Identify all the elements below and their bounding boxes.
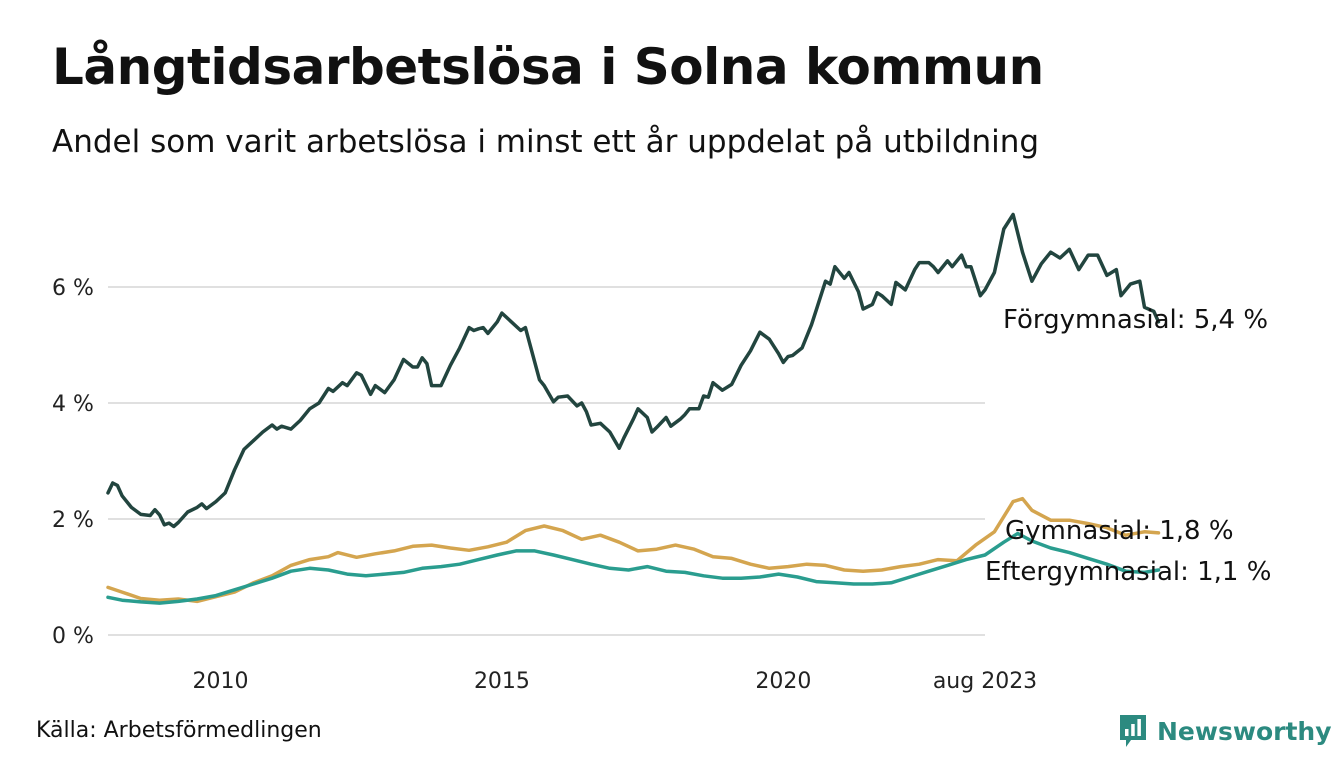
series-line-gymnasial (106, 496, 1161, 604)
series-lines (106, 212, 1161, 605)
brand-name: Newsworthy (1157, 716, 1332, 746)
end-label-gymnasial: Gymnasial: 1,8 % (1005, 516, 1234, 546)
series-line-eftergymnasial (106, 531, 1161, 605)
brand-logo: Newsworthy (1118, 713, 1332, 749)
newsworthy-logo-icon (1120, 715, 1146, 747)
chart-title: Långtidsarbetslösa i Solna kommun (52, 38, 1044, 96)
chart-subtitle: Andel som varit arbetslösa i minst ett å… (52, 124, 1040, 160)
x-tick-label: 2020 (755, 669, 811, 694)
y-axis-ticks: 0 % 2 % 4 % 6 % (52, 276, 94, 649)
x-axis-ticks: 2010 2015 2020 aug 2023 (193, 669, 1038, 694)
y-tick-label: 4 % (52, 392, 94, 417)
y-tick-label: 2 % (52, 508, 94, 533)
end-label-eftergymnasial: Eftergymnasial: 1,1 % (985, 557, 1271, 587)
x-tick-label: aug 2023 (933, 669, 1037, 694)
y-tick-label: 0 % (52, 624, 94, 649)
end-label-förgymnasial: Förgymnasial: 5,4 % (1003, 305, 1268, 335)
source-note: Källa: Arbetsförmedlingen (36, 718, 322, 743)
series-end-labels: Förgymnasial: 5,4 % Gymnasial: 1,8 % Efter… (985, 305, 1271, 587)
x-tick-label: 2010 (193, 669, 249, 694)
x-tick-label: 2015 (474, 669, 530, 694)
y-tick-label: 6 % (52, 276, 94, 301)
series-line-förgymnasial (106, 212, 1161, 529)
line-chart: 0 % 2 % 4 % 6 % 2010 2015 2020 aug 2023 Förgym… (52, 212, 1271, 694)
grid-lines (108, 286, 985, 636)
